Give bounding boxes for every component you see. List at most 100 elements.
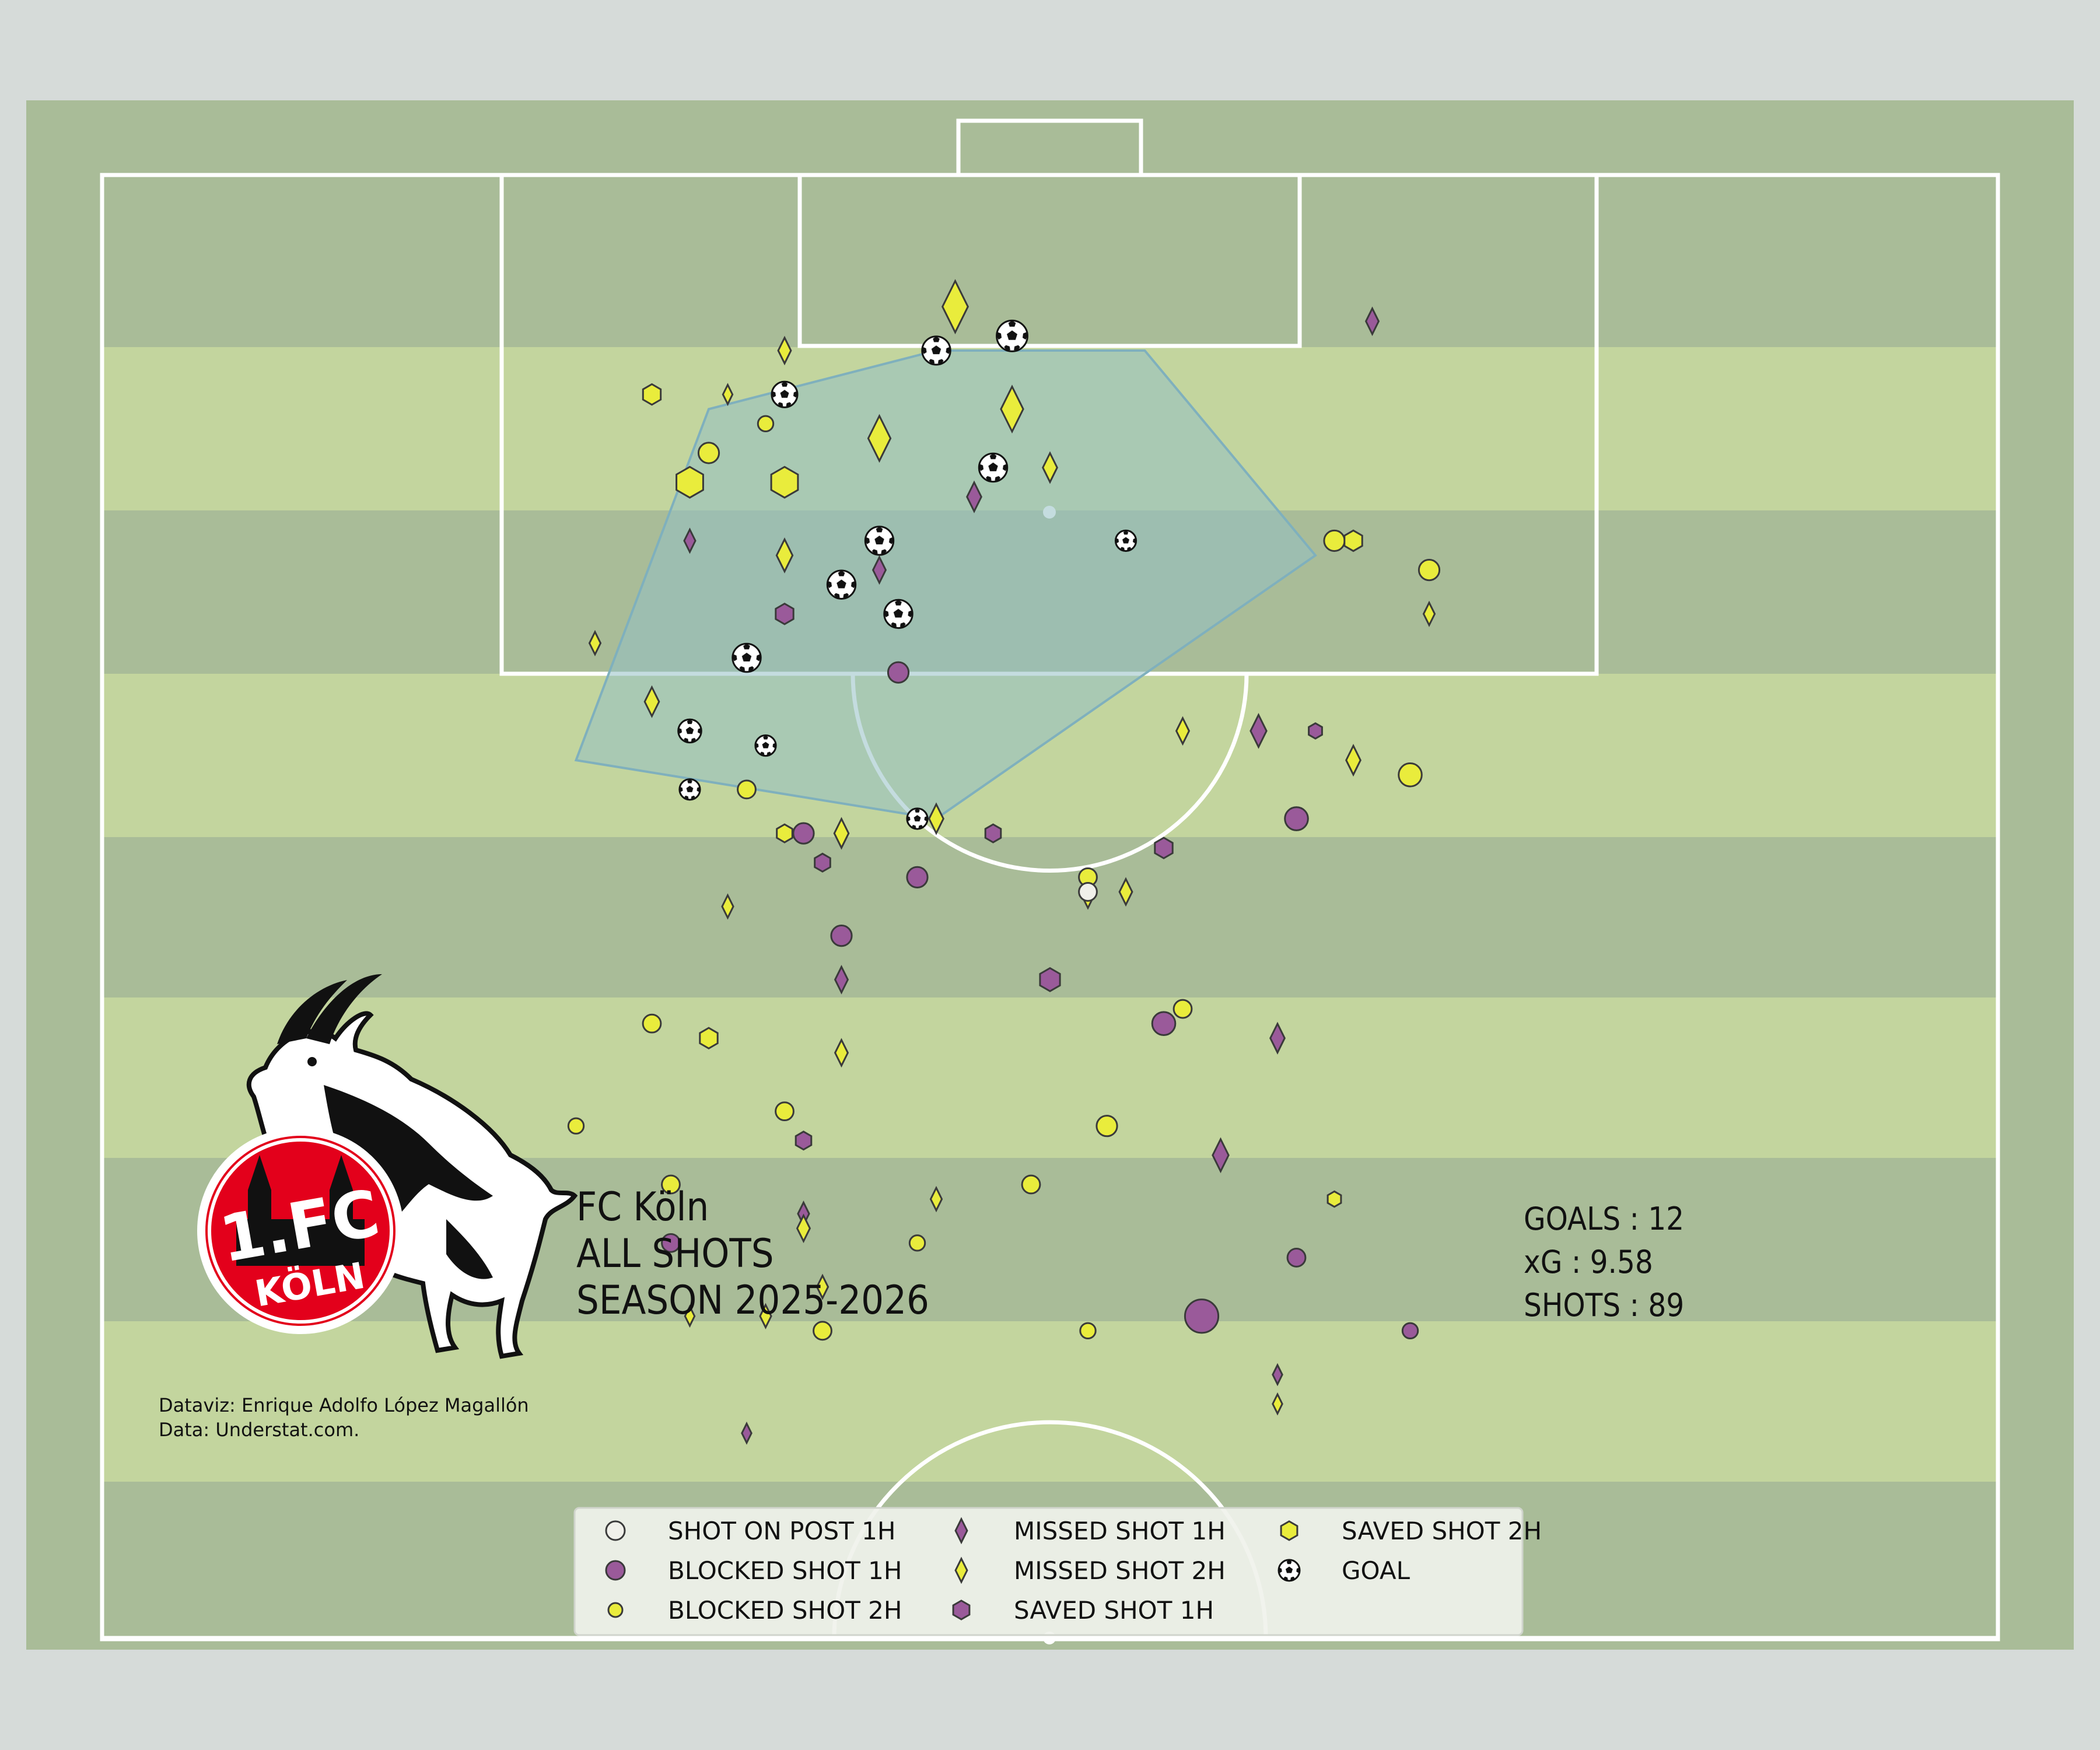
- shot-missed-2h: [684, 1304, 696, 1328]
- shot-blocked-2h: [757, 415, 775, 433]
- legend-marker: [954, 1517, 968, 1545]
- shot-missed-1h: [1272, 1363, 1283, 1387]
- shot-saved-1h: [1154, 836, 1174, 860]
- title-subtitle: ALL SHOTS: [576, 1231, 774, 1277]
- title-team: FC Köln: [576, 1184, 709, 1230]
- shot-blocked-2h: [775, 1101, 794, 1122]
- shot-blocked-1h: [887, 661, 910, 684]
- shot-saved-2h: [699, 1027, 719, 1050]
- pitch: [26, 100, 2074, 1650]
- shot-missed-2h: [796, 1213, 811, 1244]
- shot-missed-2h: [722, 383, 734, 407]
- shot-missed-2h: [1345, 744, 1362, 777]
- legend-label: BLOCKED SHOT 1H: [668, 1556, 902, 1585]
- shot-missed-2h: [816, 1273, 830, 1300]
- shot-blocked-2h: [1398, 762, 1423, 788]
- shot-blocked-2h: [697, 442, 720, 464]
- shot-blocked-2h: [1021, 1174, 1041, 1195]
- shot-saved-1h: [794, 1130, 813, 1151]
- shot-goal-goal: [906, 807, 929, 830]
- shot-missed-2h: [929, 1185, 943, 1213]
- legend-item: SHOT ON POST 1H: [605, 1517, 896, 1545]
- shot-missed-1h: [872, 555, 887, 585]
- shot-missed-2h: [942, 279, 969, 335]
- shot-goal-goal: [677, 718, 702, 744]
- legend-marker: [954, 1556, 968, 1584]
- shot-missed-1h: [966, 480, 982, 513]
- shot-blocked-2h: [1172, 999, 1193, 1019]
- shot-missed-2h: [1118, 877, 1133, 907]
- legend-label: GOAL: [1342, 1556, 1410, 1585]
- shot-saved-1h: [1039, 967, 1061, 992]
- shot-goal-goal: [978, 452, 1009, 483]
- legend-label: MISSED SHOT 1H: [1014, 1517, 1226, 1545]
- legend-label: MISSED SHOT 2H: [1014, 1556, 1226, 1585]
- shot-goal-goal: [754, 734, 777, 757]
- shot-saved-2h: [676, 466, 704, 499]
- shot-blocked-1h: [1401, 1322, 1419, 1340]
- legend-marker: [605, 1520, 626, 1541]
- shot-blocked-2h: [661, 1174, 681, 1195]
- shot-blocked-2h: [1096, 1115, 1118, 1138]
- legend-label: SAVED SHOT 2H: [1342, 1517, 1542, 1545]
- shot-missed-2h: [834, 1038, 849, 1068]
- legend-marker: [605, 1560, 626, 1581]
- shot-blocked-2h: [1079, 1322, 1097, 1340]
- shot-missed-2h: [833, 817, 850, 850]
- shot-missed-2h: [1042, 451, 1058, 484]
- shot-blocked-2h: [813, 1321, 832, 1341]
- legend-item: GOAL: [1278, 1556, 1410, 1585]
- stat-shots: SHOTS : 89: [1524, 1287, 1684, 1324]
- shot-missed-2h: [775, 537, 794, 573]
- shot-missed-2h: [867, 414, 892, 463]
- shot-blocked-1h: [906, 866, 929, 888]
- shot-goal-goal: [678, 778, 701, 801]
- shot-saved-2h: [1343, 529, 1363, 552]
- shot-blocked-1h: [1284, 806, 1309, 831]
- shot-goal-goal: [921, 335, 951, 366]
- shot-missed-2h: [1422, 600, 1436, 628]
- shot-missed-2h: [1272, 1392, 1283, 1416]
- shot-goal-goal: [883, 598, 914, 629]
- shot-blocked-1h: [1184, 1298, 1220, 1334]
- shot-blocked-1h: [661, 1233, 681, 1253]
- legend-item: MISSED SHOT 2H: [954, 1556, 1226, 1585]
- pitch-stripe: [102, 1321, 1998, 1482]
- shot-missed-1h: [1250, 713, 1268, 749]
- legend-item: BLOCKED SHOT 2H: [607, 1596, 902, 1625]
- shot-missed-1h: [1212, 1137, 1230, 1174]
- shot-blocked-2h: [567, 1117, 585, 1135]
- shot-missed-2h: [928, 802, 944, 835]
- legend-marker: [607, 1602, 624, 1618]
- legend-marker: [1280, 1520, 1298, 1541]
- legend-item: SAVED SHOT 2H: [1280, 1517, 1542, 1545]
- shot-blocked-2h: [642, 1013, 662, 1034]
- legend-box: [573, 1507, 1524, 1636]
- stat-xg: xG : 9.58: [1524, 1244, 1653, 1280]
- club-logo: 1.FC KÖLN: [197, 974, 578, 1359]
- shot-missed-1h: [741, 1422, 752, 1445]
- shot-missed-1h: [1269, 1021, 1286, 1055]
- legend-item: SAVED SHOT 1H: [952, 1596, 1214, 1625]
- legend-item: MISSED SHOT 1H: [954, 1517, 1226, 1545]
- title-season: SEASON 2025-2026: [576, 1278, 929, 1324]
- shot-goal-goal: [732, 642, 762, 673]
- shot-goal-goal: [826, 569, 857, 600]
- credit-data: Data: Understat.com.: [159, 1419, 359, 1441]
- shot-missed-2h: [721, 893, 734, 920]
- shot-saved-1h: [984, 823, 1002, 844]
- pitch-stripe: [102, 175, 1998, 347]
- shot-saved-1h: [775, 603, 794, 625]
- shot-blocked-2h: [737, 779, 757, 800]
- shot-goal-goal: [864, 526, 895, 556]
- shot-blocked-1h: [830, 925, 853, 947]
- shot-saved-2h: [770, 466, 799, 499]
- shot-blocked-1h: [1286, 1248, 1307, 1268]
- shot-saved-2h: [642, 383, 662, 406]
- shot-missed-2h: [588, 629, 602, 657]
- shot-saved-2h: [1326, 1190, 1342, 1208]
- shot-blocked-2h: [908, 1234, 926, 1252]
- shot-goal-goal: [771, 380, 799, 408]
- shot-missed-2h: [1175, 716, 1191, 746]
- shot-missed-1h: [683, 527, 696, 554]
